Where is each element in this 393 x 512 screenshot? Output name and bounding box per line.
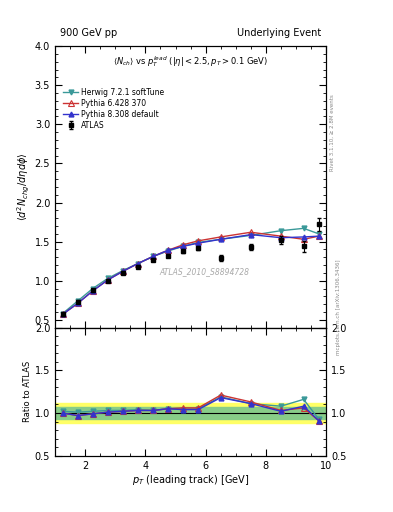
Herwig 7.2.1 softTune xyxy=(248,232,253,239)
Pythia 6.428 370 xyxy=(166,247,171,253)
Text: $\langle N_{ch} \rangle$ vs $p_T^{lead}$ ($|\eta| < 2.5, p_T > 0.1$ GeV): $\langle N_{ch} \rangle$ vs $p_T^{lead}$… xyxy=(113,55,268,70)
Text: Underlying Event: Underlying Event xyxy=(237,28,321,37)
Herwig 7.2.1 softTune xyxy=(301,225,306,231)
Pythia 8.308 default xyxy=(166,247,171,253)
Pythia 8.308 default xyxy=(105,277,110,283)
X-axis label: $p_T$ (leading track) [GeV]: $p_T$ (leading track) [GeV] xyxy=(132,473,249,487)
Herwig 7.2.1 softTune xyxy=(90,286,95,292)
Pythia 6.428 370 xyxy=(279,233,283,239)
Text: ATLAS_2010_S8894728: ATLAS_2010_S8894728 xyxy=(159,267,249,276)
Pythia 8.308 default xyxy=(60,311,65,317)
Herwig 7.2.1 softTune xyxy=(136,261,140,267)
Line: Pythia 8.308 default: Pythia 8.308 default xyxy=(60,232,321,317)
Pythia 6.428 370 xyxy=(60,311,65,317)
Text: mcplots.cern.ch [arXiv:1306.3436]: mcplots.cern.ch [arXiv:1306.3436] xyxy=(336,260,341,355)
Pythia 6.428 370 xyxy=(75,301,80,307)
Pythia 6.428 370 xyxy=(136,261,140,267)
Pythia 6.428 370 xyxy=(181,242,185,248)
Pythia 8.308 default xyxy=(316,233,321,239)
Pythia 8.308 default xyxy=(219,236,223,242)
Pythia 8.308 default xyxy=(90,288,95,294)
Herwig 7.2.1 softTune xyxy=(75,298,80,304)
Herwig 7.2.1 softTune xyxy=(181,243,185,249)
Text: 900 GeV pp: 900 GeV pp xyxy=(61,28,118,37)
Y-axis label: $\langle d^2 N_{chg}/d\eta d\phi \rangle$: $\langle d^2 N_{chg}/d\eta d\phi \rangle… xyxy=(16,153,32,221)
Pythia 8.308 default xyxy=(151,253,155,260)
Pythia 6.428 370 xyxy=(248,229,253,236)
Herwig 7.2.1 softTune xyxy=(196,239,200,245)
Herwig 7.2.1 softTune xyxy=(166,248,171,254)
Line: Pythia 6.428 370: Pythia 6.428 370 xyxy=(60,229,321,317)
Pythia 6.428 370 xyxy=(301,236,306,242)
Pythia 8.308 default xyxy=(136,261,140,267)
Herwig 7.2.1 softTune xyxy=(219,236,223,242)
Pythia 6.428 370 xyxy=(196,238,200,244)
Herwig 7.2.1 softTune xyxy=(279,228,283,234)
Pythia 8.308 default xyxy=(181,243,185,249)
Pythia 8.308 default xyxy=(248,231,253,238)
Pythia 6.428 370 xyxy=(120,268,125,274)
Herwig 7.2.1 softTune xyxy=(105,275,110,282)
Pythia 8.308 default xyxy=(120,268,125,274)
Pythia 6.428 370 xyxy=(316,233,321,239)
Pythia 6.428 370 xyxy=(151,253,155,260)
Line: Herwig 7.2.1 softTune: Herwig 7.2.1 softTune xyxy=(60,226,321,316)
Pythia 8.308 default xyxy=(196,240,200,246)
Pythia 6.428 370 xyxy=(105,277,110,283)
Pythia 8.308 default xyxy=(75,301,80,307)
Herwig 7.2.1 softTune xyxy=(316,231,321,237)
Y-axis label: Ratio to ATLAS: Ratio to ATLAS xyxy=(23,361,32,422)
Herwig 7.2.1 softTune xyxy=(151,253,155,260)
Pythia 6.428 370 xyxy=(219,234,223,240)
Text: Rivet 3.1.10, ≥ 2.8M events: Rivet 3.1.10, ≥ 2.8M events xyxy=(330,95,334,172)
Pythia 6.428 370 xyxy=(90,288,95,294)
Legend: Herwig 7.2.1 softTune, Pythia 6.428 370, Pythia 8.308 default, ATLAS: Herwig 7.2.1 softTune, Pythia 6.428 370,… xyxy=(62,87,166,131)
Herwig 7.2.1 softTune xyxy=(60,310,65,316)
Pythia 8.308 default xyxy=(279,234,283,241)
Pythia 8.308 default xyxy=(301,234,306,240)
Herwig 7.2.1 softTune xyxy=(120,267,125,273)
